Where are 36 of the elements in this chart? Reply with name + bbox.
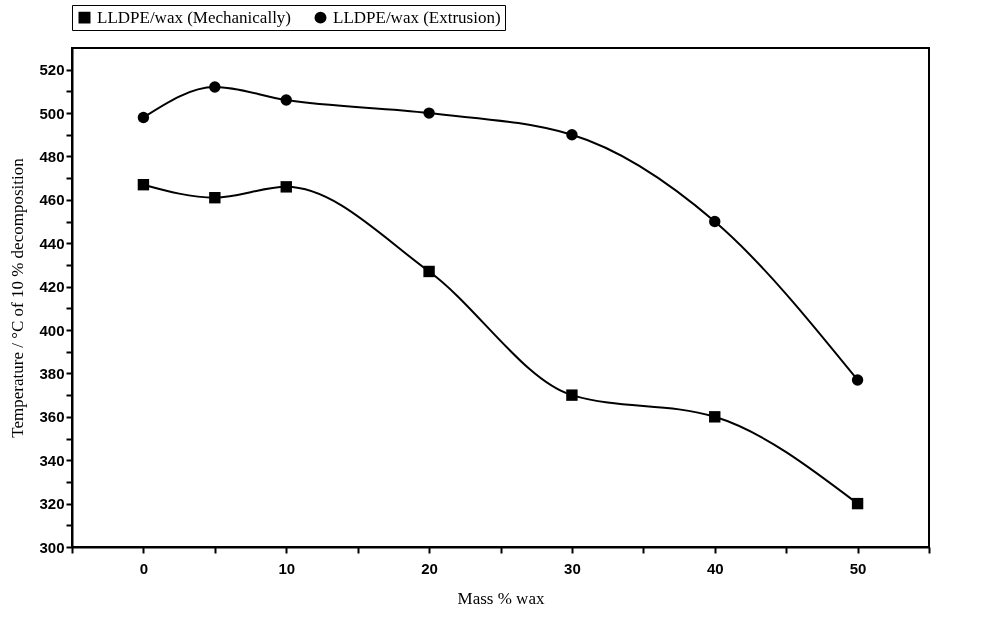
y-tick-label: 480	[39, 147, 65, 165]
point	[566, 129, 578, 141]
y-tick-label: 440	[39, 234, 65, 252]
y-tick-label: 460	[39, 191, 65, 209]
y-tick-label: 320	[39, 495, 65, 513]
y-axis-title: Temperature / °C of 10 % decomposition	[8, 157, 28, 438]
legend-label: LLDPE/wax (Extrusion)	[333, 7, 501, 27]
point	[709, 215, 721, 228]
x-tick-label: 0	[139, 559, 149, 577]
x-axis-title: Mass % wax	[457, 588, 545, 608]
x-tick-label: 40	[706, 559, 724, 577]
y-tick-label: 500	[39, 104, 65, 122]
point	[209, 81, 221, 93]
x-tick-label: 30	[564, 559, 581, 577]
point	[709, 411, 721, 423]
point	[280, 94, 292, 106]
y-tick-label: 300	[39, 538, 65, 556]
y-tick-label: 340	[39, 451, 65, 469]
x-tick-label: 10	[278, 559, 296, 577]
point	[280, 181, 292, 193]
y-tick-label: 400	[39, 321, 65, 339]
point	[566, 389, 578, 401]
x-tick-label: 50	[849, 559, 867, 577]
point	[209, 192, 221, 204]
legend-label: LLDPE/wax (Mechanically)	[97, 7, 292, 27]
point	[423, 107, 435, 119]
y-tick-label: 420	[39, 278, 65, 296]
y-tick-label: 520	[39, 61, 65, 79]
x-tick-label: 20	[421, 559, 438, 577]
y-tick-label: 380	[39, 364, 65, 382]
point	[137, 111, 150, 124]
point	[423, 265, 435, 278]
point	[137, 178, 150, 191]
y-tick-label: 360	[39, 408, 65, 426]
point	[851, 497, 864, 510]
point	[851, 374, 864, 386]
